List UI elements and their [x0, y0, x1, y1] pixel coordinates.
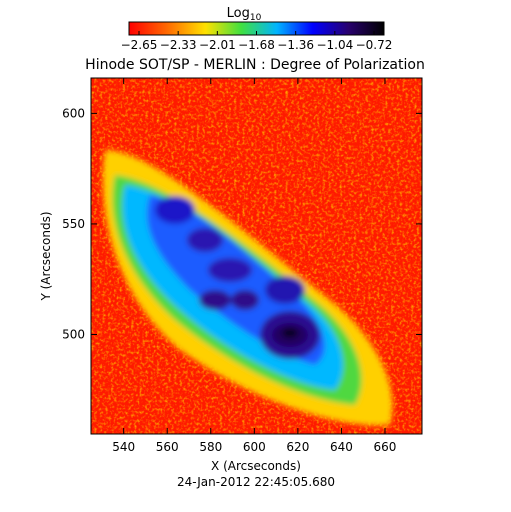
date-label: 24-Jan-2012 22:45:05.680 [177, 475, 335, 489]
colorbar-tick-label: −1.04 [316, 38, 353, 52]
colorbar-tick-label: −1.36 [277, 38, 314, 52]
colorbar-tick-label: −0.72 [356, 38, 393, 52]
colorbar-title: Log10 [227, 6, 262, 23]
y-axis-ticks: 500 550 600 [62, 106, 422, 341]
x-tick-label: 640 [330, 440, 353, 454]
x-axis-ticks: 540 560 580 600 620 640 660 [112, 78, 396, 454]
x-tick-label: 560 [156, 440, 179, 454]
y-tick-label: 550 [62, 217, 85, 231]
colorbar-tick-label: −2.65 [121, 38, 158, 52]
y-axis-label: Y (Arcseconds) [39, 211, 53, 301]
colorbar-tick-label: −2.33 [160, 38, 197, 52]
x-tick-label: 540 [112, 440, 135, 454]
chart-title: Hinode SOT/SP - MERLIN : Degree of Polar… [85, 57, 425, 73]
x-tick-label: 600 [243, 440, 266, 454]
x-tick-label: 660 [374, 440, 397, 454]
colorbar-tick-label: −2.01 [199, 38, 236, 52]
x-tick-label: 580 [199, 440, 222, 454]
y-tick-label: 500 [62, 327, 85, 341]
y-tick-label: 600 [62, 106, 85, 120]
x-tick-label: 620 [286, 440, 309, 454]
heatmap-image [91, 78, 422, 434]
colorbar-tick-label: −1.68 [238, 38, 275, 52]
colorbar-ticks: −2.65 −2.33 −2.01 −1.68 −1.36 −1.04 −0.72 [121, 31, 393, 52]
x-axis-label: X (Arcseconds) [211, 459, 301, 473]
plot-frame [90, 77, 423, 435]
